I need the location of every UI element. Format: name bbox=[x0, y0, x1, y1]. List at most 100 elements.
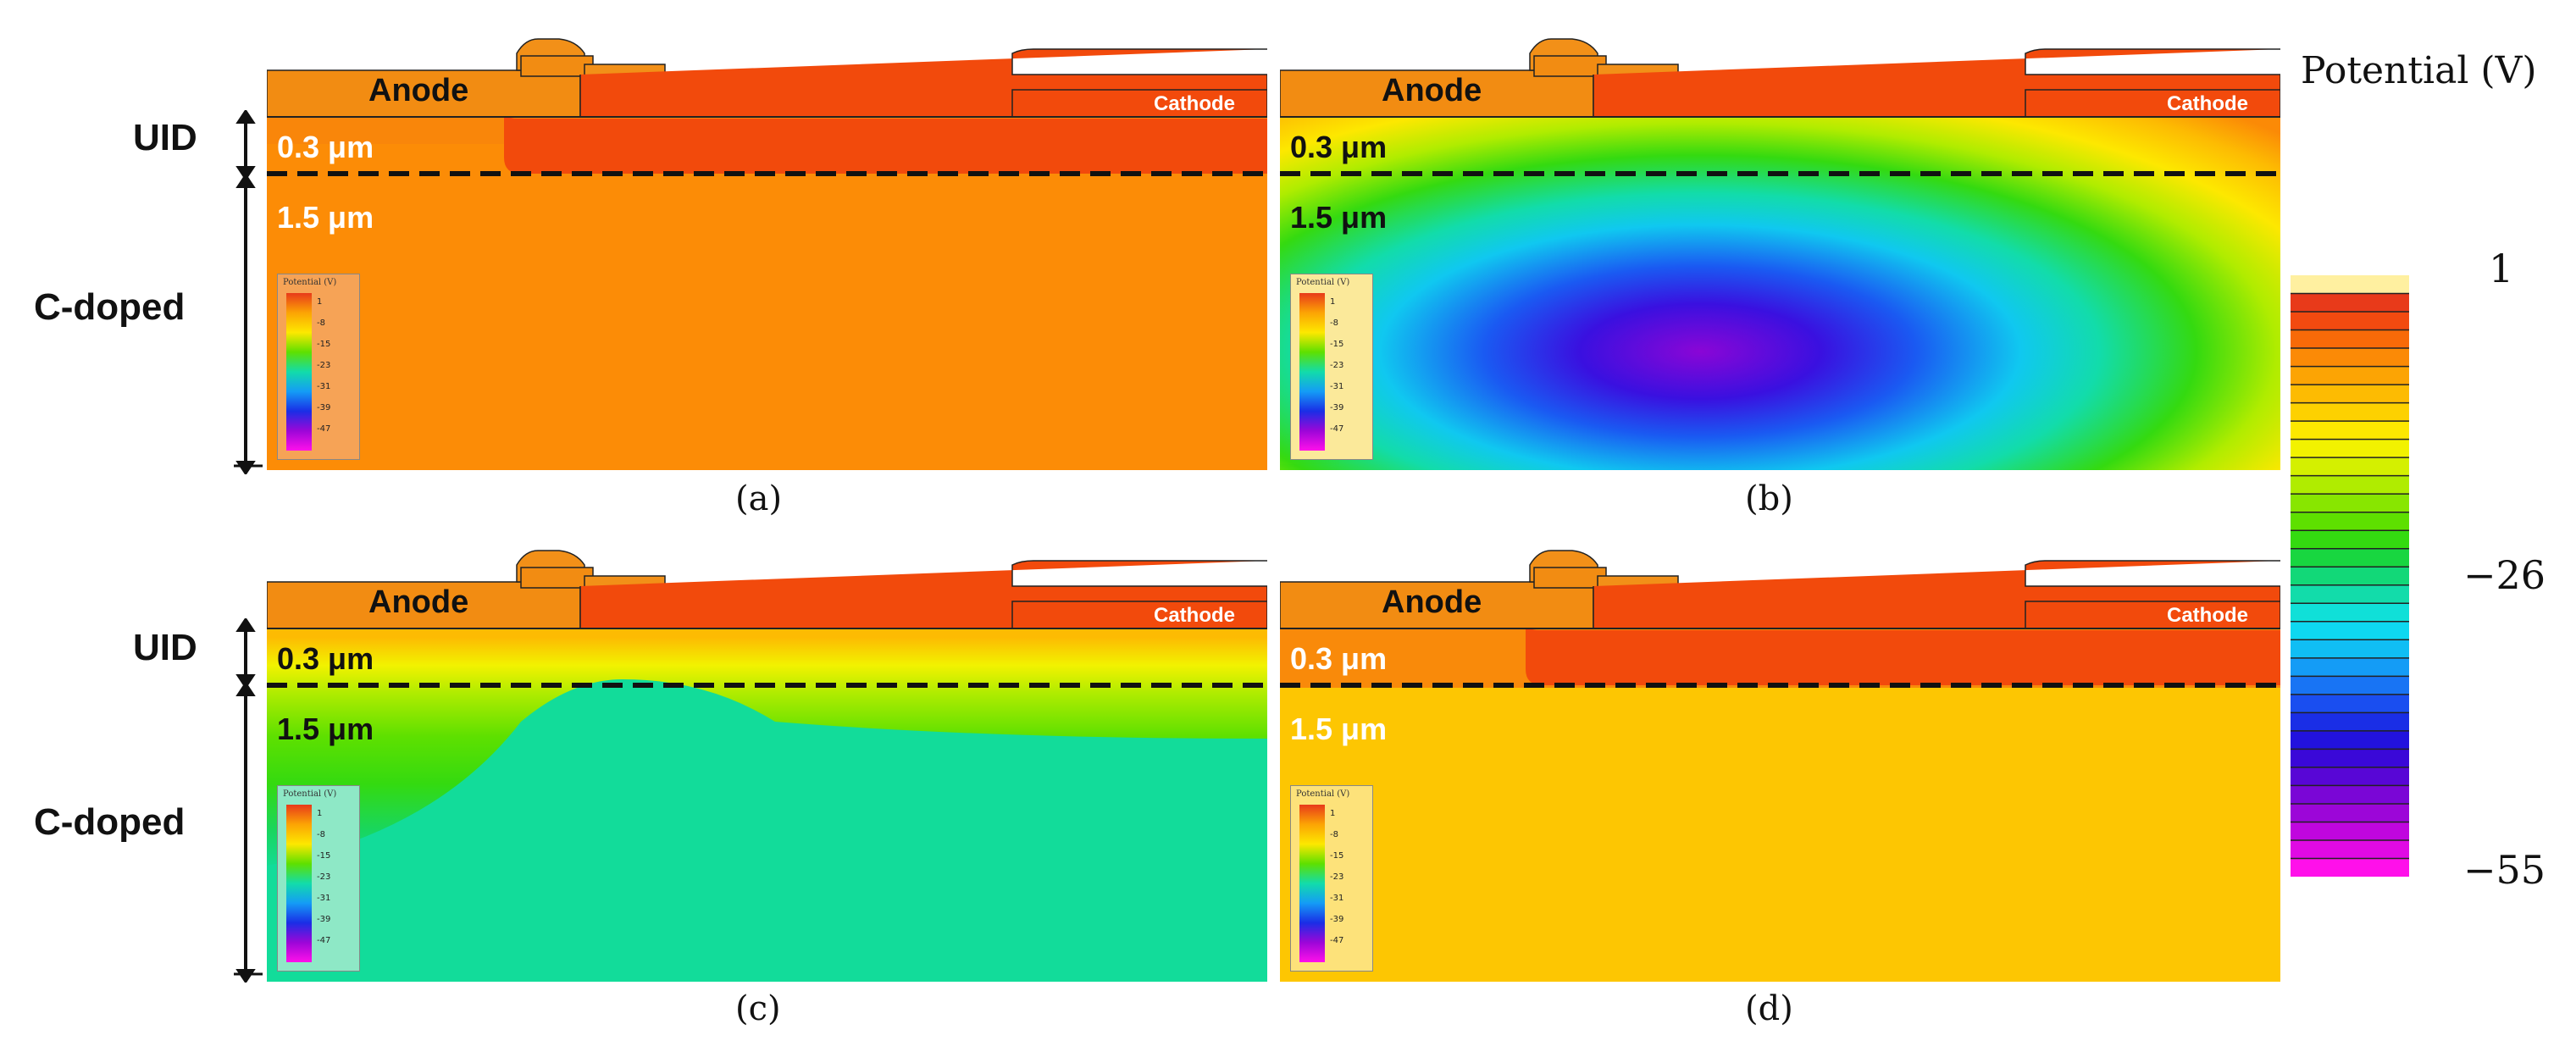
mini-tick: -15 bbox=[1330, 851, 1344, 861]
panel-a-contour bbox=[267, 15, 1267, 470]
colorbar-band bbox=[2291, 512, 2409, 531]
colorbar-band bbox=[2291, 712, 2409, 732]
mini-tick: 1 bbox=[317, 809, 323, 818]
caption-c: (c) bbox=[735, 989, 781, 1028]
mini-legend-bar bbox=[1299, 293, 1325, 451]
mini-legend-ticks: 1 -8 -15 -23 -31 -39 -47 bbox=[1330, 291, 1343, 440]
thickness-arrows-bottom bbox=[234, 618, 263, 983]
doped-thickness-label: 1.5 μm bbox=[277, 200, 374, 235]
mini-tick: -39 bbox=[317, 403, 331, 412]
mini-legend-bar bbox=[286, 805, 312, 962]
mini-legend: Potential (V) 1 -8 -15 -23 -31 -39 -47 bbox=[277, 274, 360, 460]
mini-tick: -39 bbox=[1330, 403, 1344, 412]
colorbar-band bbox=[2291, 785, 2409, 805]
colorbar-band bbox=[2291, 567, 2409, 586]
colorbar-band bbox=[2291, 348, 2409, 368]
colorbar bbox=[2291, 275, 2409, 877]
mini-tick: -47 bbox=[317, 936, 331, 945]
colorbar-band bbox=[2291, 767, 2409, 786]
colorbar-band bbox=[2291, 329, 2409, 349]
colorbar-title: Potential (V) bbox=[2301, 49, 2537, 92]
uid-label-bottom: UID bbox=[133, 627, 197, 668]
mini-tick: -31 bbox=[1330, 894, 1344, 903]
colorbar-band bbox=[2291, 621, 2409, 640]
mini-tick: -8 bbox=[1330, 830, 1338, 839]
colorbar-band bbox=[2291, 312, 2409, 331]
mini-tick: 1 bbox=[1330, 809, 1336, 818]
mini-tick: -47 bbox=[317, 424, 331, 434]
caption-a: (a) bbox=[735, 479, 783, 518]
mini-legend-bar bbox=[1299, 805, 1325, 962]
colorbar-band bbox=[2291, 640, 2409, 659]
colorbar-band bbox=[2291, 530, 2409, 550]
colorbar-band bbox=[2291, 603, 2409, 623]
colorbar-tick-bottom: −55 bbox=[2463, 847, 2546, 893]
colorbar-band bbox=[2291, 457, 2409, 477]
mini-tick: -39 bbox=[317, 915, 331, 924]
mini-legend-title: Potential (V) bbox=[283, 278, 337, 287]
colorbar-band bbox=[2291, 366, 2409, 385]
mini-tick: -23 bbox=[1330, 361, 1344, 370]
mini-tick: -39 bbox=[1330, 915, 1344, 924]
panel-d-contour bbox=[1280, 527, 2280, 982]
colorbar-band bbox=[2291, 584, 2409, 604]
mini-tick: -15 bbox=[1330, 340, 1344, 349]
mini-legend-ticks: 1 -8 -15 -23 -31 -39 -47 bbox=[1330, 803, 1343, 951]
colorbar-band bbox=[2291, 694, 2409, 713]
cathode-label: Cathode bbox=[1154, 604, 1235, 627]
doped-thickness-label: 1.5 μm bbox=[1290, 200, 1388, 235]
colorbar-band bbox=[2291, 676, 2409, 695]
mini-tick: 1 bbox=[317, 297, 323, 307]
colorbar-band bbox=[2291, 839, 2409, 859]
colorbar-band bbox=[2291, 548, 2409, 568]
cathode-label: Cathode bbox=[1154, 92, 1235, 115]
colorbar-band bbox=[2291, 293, 2409, 313]
colorbar-band bbox=[2291, 749, 2409, 768]
uid-thickness-label: 0.3 μm bbox=[1290, 130, 1388, 164]
panel-c-contour bbox=[267, 527, 1267, 982]
panel-d: Anode Cathode 0.3 μm 1.5 μm Potential (V… bbox=[1280, 527, 2280, 982]
colorbar-band bbox=[2291, 657, 2409, 677]
mini-tick: -23 bbox=[1330, 872, 1344, 882]
colorbar-tick-top: 1 bbox=[2489, 246, 2514, 291]
mini-legend: Potential (V) 1 -8 -15 -23 -31 -39 -47 bbox=[1290, 274, 1373, 460]
panel-b: Anode Cathode 0.3 μm 1.5 μm Potential (V… bbox=[1280, 15, 2280, 470]
colorbar-band bbox=[2291, 803, 2409, 822]
cathode-label: Cathode bbox=[2167, 92, 2248, 115]
colorbar-band bbox=[2291, 475, 2409, 495]
mini-tick: -8 bbox=[317, 830, 325, 839]
colorbar-band bbox=[2291, 858, 2409, 877]
doped-thickness-label: 1.5 μm bbox=[1290, 711, 1388, 746]
uid-label-top: UID bbox=[133, 117, 197, 158]
mini-legend-ticks: 1 -8 -15 -23 -31 -39 -47 bbox=[317, 803, 330, 951]
uid-thickness-label: 0.3 μm bbox=[277, 130, 374, 164]
mini-tick: 1 bbox=[1330, 297, 1336, 307]
mini-tick: -8 bbox=[1330, 318, 1338, 328]
cathode-label: Cathode bbox=[2167, 604, 2248, 627]
uid-thickness-label: 0.3 μm bbox=[277, 641, 374, 676]
mini-tick: -8 bbox=[317, 318, 325, 328]
anode-label: Anode bbox=[368, 584, 469, 620]
panel-b-contour bbox=[1280, 15, 2280, 470]
colorbar-tick-mid: −26 bbox=[2463, 552, 2546, 598]
mini-tick: -31 bbox=[317, 894, 331, 903]
colorbar-band bbox=[2291, 730, 2409, 750]
c-doped-label-top: C-doped bbox=[34, 286, 186, 328]
doped-thickness-label: 1.5 μm bbox=[277, 711, 374, 746]
panel-c: Anode Cathode 0.3 μm 1.5 μm Potential (V… bbox=[267, 527, 1267, 982]
mini-tick: -23 bbox=[317, 872, 331, 882]
colorbar-band bbox=[2291, 421, 2409, 440]
c-doped-label-bottom: C-doped bbox=[34, 801, 186, 843]
colorbar-band bbox=[2291, 494, 2409, 513]
anode-label: Anode bbox=[1382, 73, 1482, 108]
caption-d: (d) bbox=[1745, 989, 1793, 1028]
panel-a: Anode Cathode 0.3 μm 1.5 μm Potential (V… bbox=[267, 15, 1267, 470]
colorbar-band bbox=[2291, 275, 2409, 295]
anode-label: Anode bbox=[1382, 584, 1482, 620]
mini-tick: -15 bbox=[317, 851, 331, 861]
colorbar-band bbox=[2291, 822, 2409, 841]
colorbar-band bbox=[2291, 439, 2409, 458]
mini-legend-title: Potential (V) bbox=[1296, 278, 1350, 287]
anode-label: Anode bbox=[368, 73, 469, 108]
mini-tick: -47 bbox=[1330, 424, 1344, 434]
